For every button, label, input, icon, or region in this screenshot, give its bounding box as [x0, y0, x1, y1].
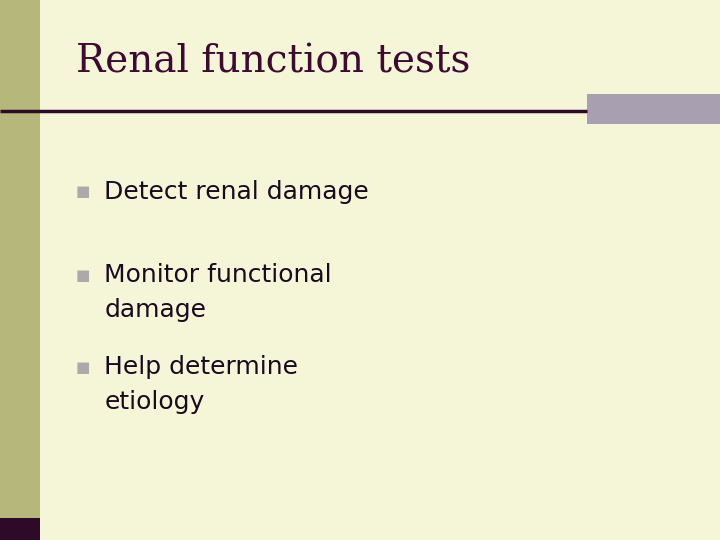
Bar — [0, 0, 40, 518]
Bar — [0, 518, 40, 540]
Text: Detect renal damage: Detect renal damage — [104, 180, 369, 204]
Text: ■: ■ — [76, 268, 90, 283]
Text: ■: ■ — [76, 360, 90, 375]
Text: ■: ■ — [76, 184, 90, 199]
Text: Monitor functional: Monitor functional — [104, 264, 332, 287]
Text: etiology: etiology — [104, 390, 204, 414]
Bar — [587, 94, 720, 124]
Text: Help determine: Help determine — [104, 355, 298, 379]
Text: damage: damage — [104, 299, 207, 322]
Text: Renal function tests: Renal function tests — [76, 43, 470, 80]
